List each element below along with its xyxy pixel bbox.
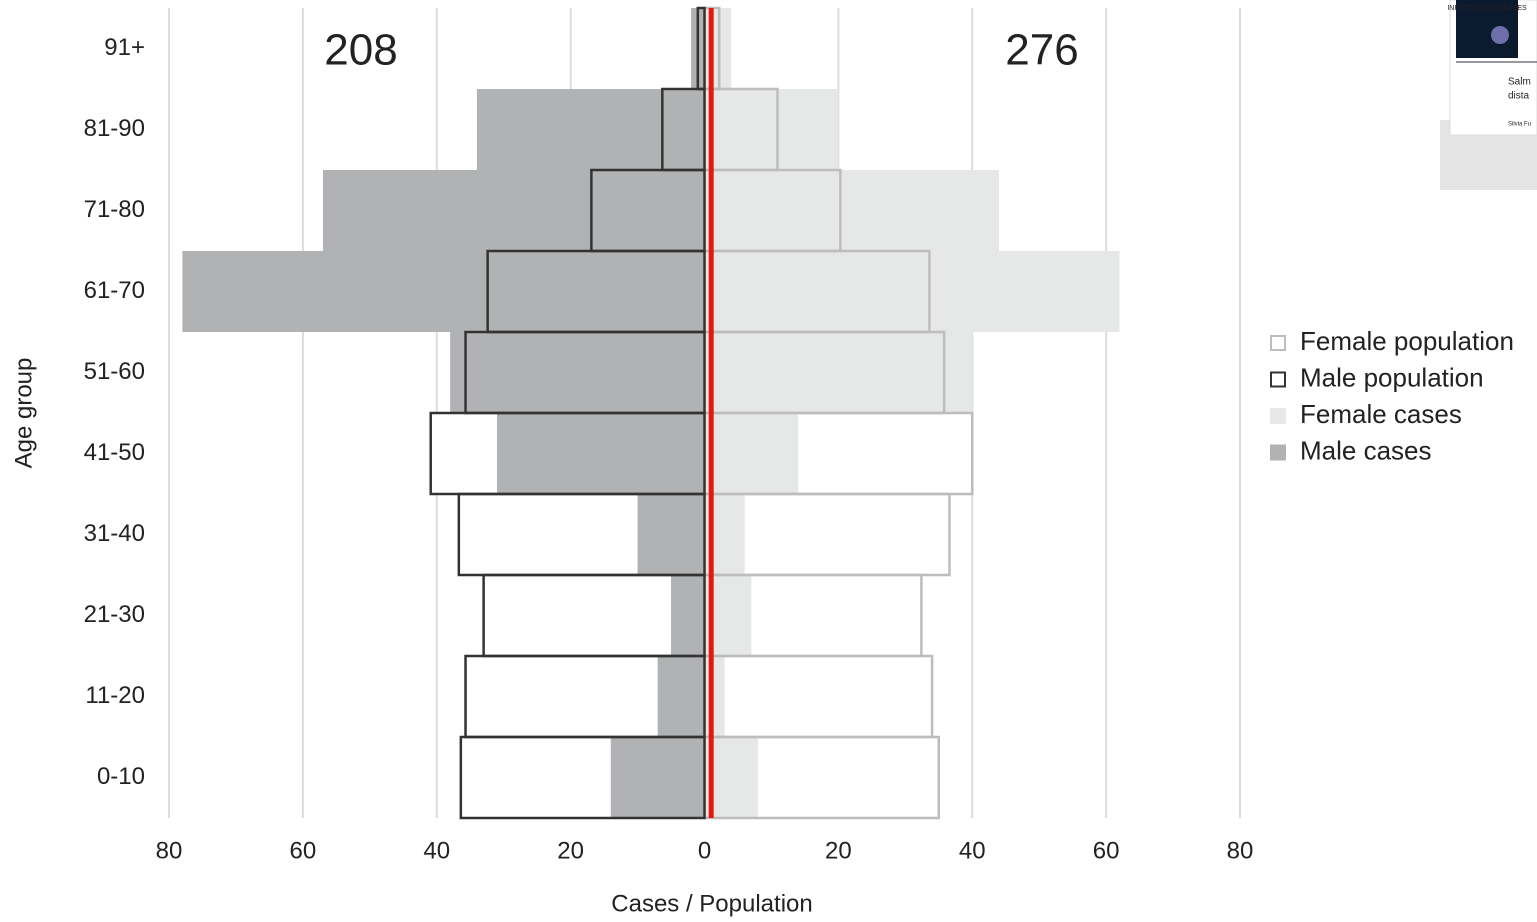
case-bar <box>704 332 973 413</box>
x-tick-label: 80 <box>156 837 183 864</box>
legend-label: Male cases <box>1300 435 1432 465</box>
x-tick-label: 40 <box>959 837 986 864</box>
case-bar <box>704 656 725 737</box>
inset-text: Silvia Fu <box>1508 122 1531 128</box>
x-tick-label: 20 <box>825 837 852 864</box>
case-bar <box>610 737 705 818</box>
inset-image <box>1491 26 1509 44</box>
y-tick-label: 81-90 <box>84 115 145 142</box>
case-bar <box>704 251 1120 332</box>
population-bar-outline <box>696 6 706 91</box>
population-bar-outline <box>661 87 706 172</box>
population-bar-fill <box>704 494 950 575</box>
case-bar <box>182 251 705 332</box>
inset: INFECTIOUS DISEASES Salm dista Silvia Fu <box>1440 0 1537 190</box>
x-tick-label: 40 <box>423 837 450 864</box>
case-bar <box>450 332 705 413</box>
inset-text: Salm <box>1508 77 1531 88</box>
y-tick-label: 21-30 <box>84 601 145 628</box>
inset-cover <box>1456 0 1518 58</box>
x-tick-label: 80 <box>1227 837 1254 864</box>
population-bar-fill <box>483 575 705 656</box>
y-tick-label: 11-20 <box>85 682 145 709</box>
y-axis-label: Age group <box>10 358 37 469</box>
legend-swatch <box>1270 335 1286 351</box>
case-bar <box>704 413 799 494</box>
population-bar-fill <box>704 656 933 737</box>
case-bar <box>657 656 705 737</box>
inset-text: dista <box>1508 91 1530 102</box>
case-bar <box>704 8 732 89</box>
case-bar <box>476 89 705 170</box>
case-bar <box>496 413 705 494</box>
x-axis-label: Cases / Population <box>611 890 812 917</box>
y-tick-label: 91+ <box>104 34 145 61</box>
legend-swatch <box>1270 444 1286 461</box>
legend-swatch <box>1270 371 1286 388</box>
case-bar <box>671 575 705 656</box>
legend-label: Female population <box>1300 326 1514 356</box>
y-tick-label: 0-10 <box>97 763 145 790</box>
y-tick-label: 51-60 <box>84 358 145 385</box>
case-bar <box>704 89 839 170</box>
legend-label: Male population <box>1300 362 1484 392</box>
y-tick-label: 61-70 <box>84 277 145 304</box>
inset-title: INFECTIOUS DISEASES <box>1447 5 1527 12</box>
legend-label: Female cases <box>1300 399 1462 429</box>
case-bar <box>637 494 705 575</box>
population-bar-outline <box>590 168 706 253</box>
x-tick-label: 20 <box>557 837 584 864</box>
y-tick-label: 71-80 <box>84 196 145 223</box>
annotation: 276 <box>1005 26 1078 75</box>
y-tick-label: 31-40 <box>84 520 145 547</box>
x-tick-label: 0 <box>698 837 711 864</box>
case-bar <box>704 170 1000 251</box>
x-tick-label: 60 <box>290 837 317 864</box>
legend-swatch <box>1270 408 1286 424</box>
case-bar <box>322 170 705 251</box>
annotation: 208 <box>324 26 397 75</box>
x-tick-label: 60 <box>1093 837 1120 864</box>
y-tick-label: 41-50 <box>84 439 145 466</box>
